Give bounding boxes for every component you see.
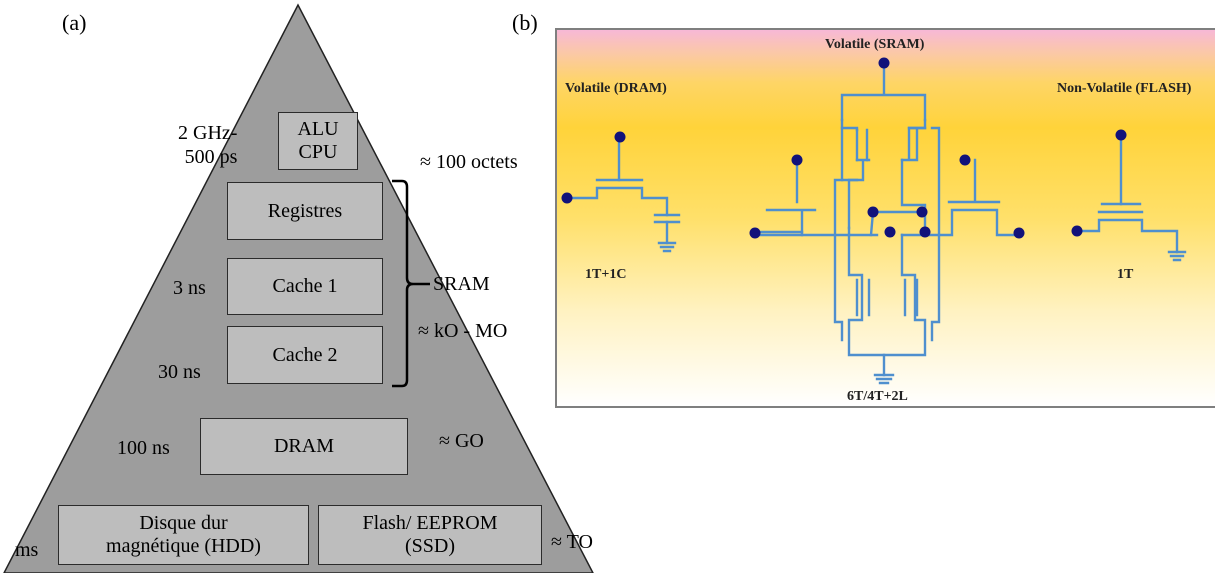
flash-caption: 1T: [1117, 267, 1134, 282]
sram-wordline-left-node: [791, 154, 803, 166]
timing-hdd: ms: [15, 539, 39, 561]
capacity-sram: ≈ kO - MO: [418, 320, 508, 342]
flash-gate-node: [1115, 129, 1127, 141]
level-registres-label: Registres: [267, 199, 343, 222]
sram-internal-node-2: [916, 206, 928, 218]
level-cache-1: Cache 1: [227, 258, 383, 315]
sram-wordline-right-node: [959, 154, 971, 166]
capacity-cpu: ≈ 100 octets: [420, 151, 518, 173]
dram-title: Volatile (DRAM): [565, 81, 667, 96]
sram-brace: [392, 179, 430, 388]
sram-internal-node-4: [919, 226, 931, 238]
level-cache-2: Cache 2: [227, 326, 383, 384]
level-hdd: Disque dur magnétique (HDD): [58, 505, 309, 565]
flash-title: Non-Volatile (FLASH): [1057, 81, 1192, 96]
dram-caption: 1T+1C: [585, 267, 627, 282]
sram-vdd-node: [878, 57, 890, 69]
terminal-nodes: [561, 57, 1127, 239]
panel-a-label: (a): [62, 10, 87, 35]
capacity-flash: ≈ TO: [551, 531, 593, 553]
dram-wordline-node: [614, 131, 626, 143]
sram-internal-node-1: [867, 206, 879, 218]
panel-b-label: (b): [512, 10, 538, 35]
level-dram: DRAM: [200, 418, 408, 475]
sram-bitline-right-node: [1013, 227, 1025, 239]
memory-cells-panel: Volatile (SRAM) Volatile (DRAM) Non-Vola…: [555, 28, 1215, 408]
level-cache-2-label: Cache 2: [272, 343, 338, 366]
sram-caption: 6T/4T+2L: [847, 389, 908, 404]
level-flash-label: Flash/ EEPROM (SSD): [362, 512, 498, 557]
level-flash: Flash/ EEPROM (SSD): [318, 505, 542, 565]
timing-cache-2: 30 ns: [158, 361, 201, 383]
circuit-wires: [565, 63, 1187, 385]
level-alu-cpu: ALU CPU: [278, 112, 358, 170]
timing-cpu: 2 GHz- 500 ps: [178, 122, 238, 168]
sram-title: Volatile (SRAM): [825, 37, 925, 52]
circuit-svg: [561, 57, 1187, 385]
level-registres: Registres: [227, 182, 383, 240]
dram-bitline-node: [561, 192, 573, 204]
level-alu-cpu-label: ALU CPU: [297, 118, 339, 163]
flash-bitline-node: [1071, 225, 1083, 237]
sram-internal-node-3: [884, 226, 896, 238]
level-cache-1-label: Cache 1: [272, 275, 338, 297]
sram-bitline-left-node: [749, 227, 761, 239]
timing-dram: 100 ns: [117, 437, 170, 459]
capacity-dram: ≈ GO: [439, 430, 484, 452]
timing-cache-1: 3 ns: [173, 277, 206, 299]
level-hdd-label: Disque dur magnétique (HDD): [106, 512, 261, 557]
level-dram-label: DRAM: [273, 435, 334, 457]
sram-label: SRAM: [433, 273, 490, 295]
